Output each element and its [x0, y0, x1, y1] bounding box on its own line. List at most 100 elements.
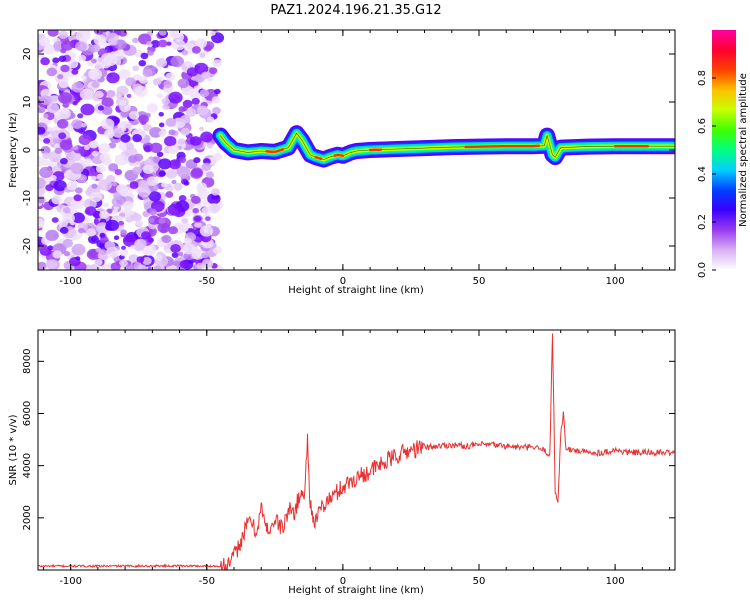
noise-blob	[158, 112, 164, 117]
noise-blob	[172, 39, 186, 51]
noise-blob	[128, 155, 138, 164]
noise-blob	[112, 127, 125, 138]
noise-blob	[59, 139, 73, 151]
noise-blob	[66, 181, 78, 191]
noise-blob	[120, 189, 129, 197]
noise-blob	[105, 219, 120, 231]
noise-blob	[157, 222, 170, 233]
noise-blob	[158, 39, 168, 48]
noise-blob	[199, 89, 210, 98]
noise-blob	[211, 96, 221, 104]
colorbar-gradient	[712, 30, 736, 270]
noise-blob	[38, 106, 46, 114]
noise-blob	[38, 198, 45, 204]
noise-blob	[165, 72, 176, 81]
noise-blob	[99, 232, 106, 238]
noise-blob	[140, 52, 149, 60]
noise-blob	[62, 207, 71, 214]
noise-blob	[129, 181, 139, 190]
noise-blob	[142, 68, 153, 78]
noise-blob	[62, 238, 74, 248]
noise-blob	[161, 97, 170, 105]
colorbar-tick-label: 0.0	[697, 262, 708, 278]
noise-blob	[125, 147, 138, 158]
noise-blob	[136, 256, 145, 263]
ridge-hot-segment	[265, 148, 285, 154]
noise-blob	[138, 60, 147, 67]
snr-x-tick-label: -50	[199, 576, 215, 587]
noise-blob	[157, 93, 164, 99]
noise-blob	[153, 185, 159, 190]
spectrogram-y-tick-label: 20	[22, 48, 33, 61]
noise-blob	[181, 49, 189, 56]
noise-blob	[60, 40, 74, 51]
noise-blob	[108, 142, 117, 149]
snr-series-line	[38, 333, 675, 570]
noise-blob	[125, 142, 135, 150]
noise-blob	[199, 126, 205, 131]
noise-blob	[118, 220, 124, 226]
noise-blob	[53, 180, 67, 192]
noise-blob	[113, 50, 125, 60]
ridge-hot-segment	[464, 144, 541, 149]
noise-blob	[57, 119, 69, 129]
noise-blob	[50, 175, 57, 181]
noise-blob	[88, 234, 99, 244]
noise-blob	[137, 264, 147, 270]
noise-blob	[195, 38, 207, 49]
noise-blob	[46, 102, 60, 114]
noise-blob	[63, 250, 71, 257]
noise-blob	[205, 171, 214, 179]
noise-blob	[177, 251, 184, 257]
noise-blob	[191, 97, 200, 105]
noise-blob	[71, 81, 85, 93]
noise-blob	[177, 138, 186, 145]
noise-blob	[207, 193, 221, 205]
noise-blob	[52, 250, 63, 259]
noise-blob	[85, 206, 97, 216]
noise-blob	[39, 166, 53, 178]
noise-blob	[167, 203, 182, 216]
noise-blob	[120, 229, 127, 236]
noise-blob	[192, 207, 199, 214]
noise-blob	[89, 191, 103, 203]
noise-blob	[176, 166, 191, 178]
snr-panel: -100 -50 0 50 100 2000 4000 6000 8000 Height of…	[8, 329, 676, 596]
noise-blob	[206, 142, 214, 149]
noise-blob	[212, 59, 223, 68]
noise-blob	[41, 159, 50, 166]
noise-blob	[114, 154, 129, 166]
noise-blob	[172, 32, 185, 42]
noise-blob	[91, 150, 99, 157]
spectrogram-marks	[38, 30, 675, 270]
noise-blob	[149, 208, 157, 216]
noise-blob	[196, 262, 205, 270]
snr-plot-area	[38, 330, 675, 570]
noise-blob	[142, 257, 152, 265]
noise-blob	[102, 157, 112, 166]
noise-blob	[178, 195, 187, 202]
noise-blob	[40, 146, 51, 155]
noise-blob	[194, 222, 200, 228]
noise-blob	[201, 162, 212, 171]
noise-blob	[38, 37, 51, 47]
noise-speckle	[38, 30, 225, 270]
noise-blob	[146, 176, 159, 187]
noise-blob	[111, 196, 125, 207]
noise-blob	[171, 179, 177, 185]
noise-blob	[196, 105, 209, 116]
noise-blob	[206, 116, 215, 123]
snr-y-label: SNR (10 * v/v)	[8, 414, 19, 485]
noise-blob	[214, 88, 221, 95]
noise-blob	[78, 227, 85, 234]
colorbar-label: Normalized spectral amplitude	[738, 73, 749, 227]
noise-blob	[58, 80, 69, 89]
noise-blob	[201, 252, 209, 259]
noise-blob	[170, 55, 184, 68]
noise-blob	[101, 118, 115, 130]
noise-blob	[168, 145, 180, 155]
snr-x-tick-label: 50	[473, 576, 486, 587]
noise-blob	[209, 30, 216, 36]
noise-blob	[182, 99, 193, 108]
spectrogram-x-label: Height of straight line (km)	[288, 285, 424, 296]
